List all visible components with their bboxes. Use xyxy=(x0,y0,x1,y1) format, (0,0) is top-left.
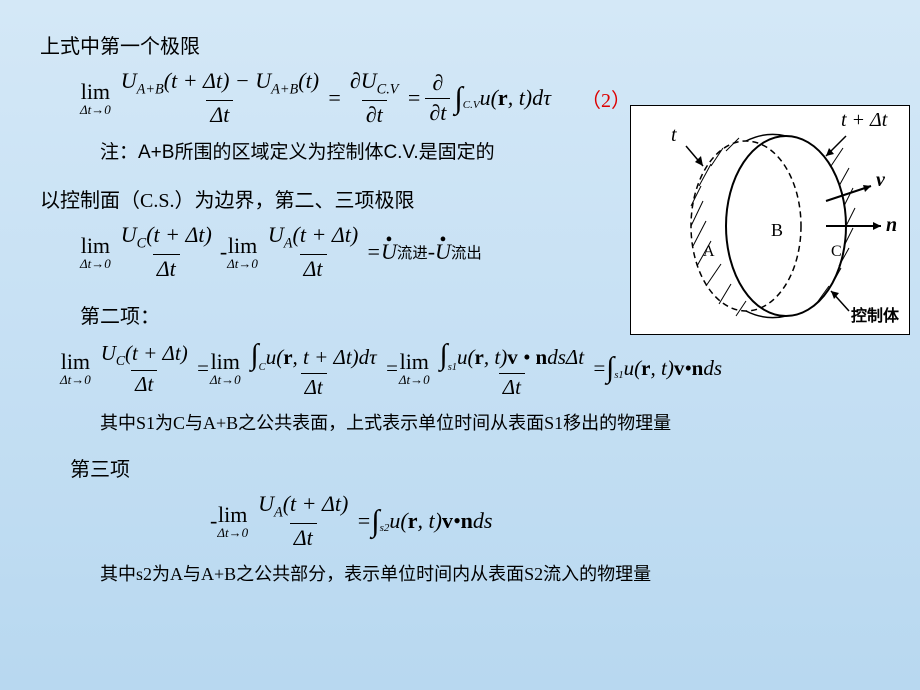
diagram-label-a: A xyxy=(703,243,715,260)
control-volume-diagram: t t + Δt v n A B C 控制体 xyxy=(630,105,910,335)
u-dot-in: U xyxy=(381,239,397,265)
diagram-label-c: C xyxy=(831,243,842,260)
equation-number-2: （2） xyxy=(581,84,631,113)
equation-3: limΔt→0 UC(t + Δt) Δt = limΔt→0 ∫Cu(r, t… xyxy=(60,339,880,399)
note-s1: 其中S1为C与A+B之公共表面，上式表示单位时间从表面S1移出的物理量 xyxy=(100,409,880,435)
heading-first-limit: 上式中第一个极限 xyxy=(40,30,880,59)
heading-third-term: 第三项 xyxy=(70,453,880,482)
diagram-label-t: t xyxy=(671,124,677,146)
equation-2: lim Δt→0 UC(t + Δt) Δt - lim Δt→0 UA(t +… xyxy=(80,223,640,281)
u-dot-out: U xyxy=(435,239,451,265)
note-s2: 其中s2为A与A+B之公共部分，表示单位时间内从表面S2流入的物理量 xyxy=(100,560,880,586)
diagram-label-n: n xyxy=(886,214,897,236)
equation-4: - limΔt→0 UA(t + Δt) Δt = ∫s2u(r, t)v • … xyxy=(210,492,880,550)
diagram-label-cv: 控制体 xyxy=(851,306,900,325)
diagram-label-tdt: t + Δt xyxy=(841,109,888,131)
diagram-label-b: B xyxy=(771,220,783,240)
diagram-label-v: v xyxy=(876,169,886,191)
